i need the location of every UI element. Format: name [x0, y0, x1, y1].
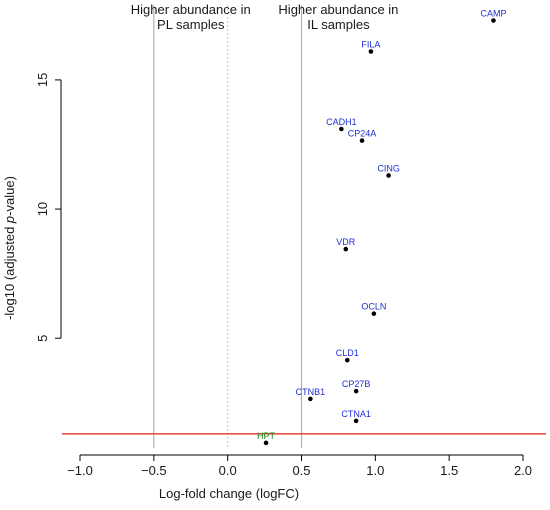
y-axis-title: -log10 (adjusted p-value)	[2, 176, 17, 320]
point-camp	[491, 18, 496, 23]
point-cld1	[344, 357, 350, 363]
y-tick-label-2: 15	[35, 73, 50, 87]
point-label-fila: FILA	[361, 39, 380, 49]
x-tick-label-5: 1.5	[440, 463, 458, 478]
region-label-1-line-0: Higher abundance in	[278, 2, 398, 17]
region-label-0-line-1: PL samples	[157, 17, 225, 32]
point-label-cing: CING	[377, 163, 400, 173]
x-tick-label-4: 1.0	[366, 463, 384, 478]
y-axis: 5 10 15	[35, 73, 62, 342]
point-label-vdr: VDR	[336, 237, 356, 247]
point-ctnb1	[308, 396, 313, 402]
point-label-camp: CAMP	[480, 8, 506, 18]
point-label-hpt: HPT	[257, 431, 276, 441]
x-tick-label-2: 0.0	[219, 463, 237, 478]
point-cadh1	[339, 126, 344, 132]
region-label-0-line-0: Higher abundance in	[131, 2, 251, 17]
x-axis: −1.0 −0.5 0.0 0.5 1.0 1.5 2.0	[67, 454, 532, 478]
point-label-ocln: OCLN	[361, 302, 386, 312]
x-tick-label-0: −1.0	[67, 463, 93, 478]
point-label-cp24a: CP24A	[348, 129, 377, 139]
point-vdr	[343, 246, 349, 252]
point-label-cld1: CLD1	[336, 348, 359, 358]
y-tick-label-1: 10	[35, 202, 50, 216]
y-tick-label-0: 5	[35, 335, 50, 342]
point-cing	[386, 173, 391, 178]
y-axis-title-italic: p	[2, 216, 17, 224]
x-tick-label-1: −0.5	[141, 463, 167, 478]
point-hpt	[263, 440, 269, 446]
point-cp27b	[353, 388, 359, 394]
point-label-cp27b: CP27B	[342, 379, 371, 389]
x-tick-label-3: 0.5	[292, 463, 310, 478]
y-axis-title-prefix: -log10 (adjusted	[2, 223, 17, 320]
point-fila	[368, 49, 374, 54]
point-ocln	[371, 311, 377, 316]
x-tick-label-6: 2.0	[514, 463, 532, 478]
point-label-ctna1: CTNA1	[341, 409, 371, 419]
point-label-cadh1: CADH1	[326, 117, 357, 127]
point-cp24a	[359, 138, 365, 143]
region-label-1-line-1: IL samples	[307, 17, 370, 32]
point-label-ctnb1: CTNB1	[296, 387, 326, 397]
guide-lines	[62, 5, 546, 448]
y-axis-title-suffix: -value)	[2, 176, 17, 216]
point-ctna1	[353, 418, 359, 424]
x-axis-title: Log-fold change (logFC)	[159, 486, 299, 501]
data-points: CAMP FILA CADH1 CP24A CING VDR OCLN CLD1 CP27B CT…	[257, 8, 506, 446]
